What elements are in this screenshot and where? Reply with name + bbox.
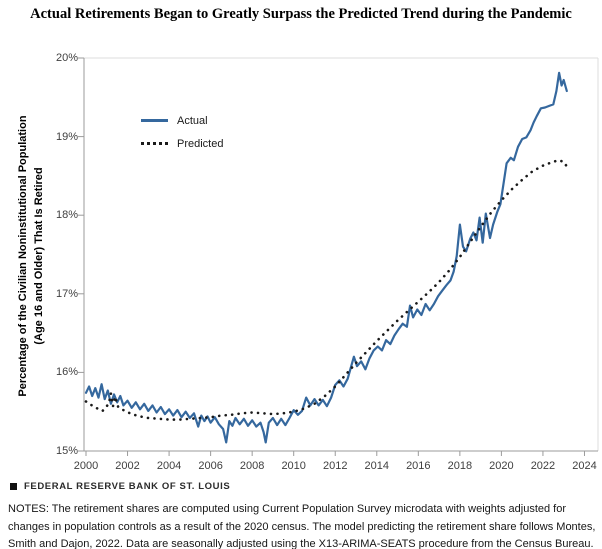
x-tick-label: 2000 — [73, 460, 99, 472]
y-tick-label: 17% — [55, 287, 78, 300]
x-tick-label: 2016 — [406, 460, 431, 472]
x-tick-label: 2014 — [364, 460, 389, 472]
predicted-line-swatch-icon — [141, 142, 168, 145]
series-predicted — [84, 158, 569, 421]
x-tick-label: 2006 — [198, 460, 223, 472]
x-tick-label: 2024 — [572, 460, 597, 472]
y-tick-label: 19% — [55, 130, 78, 143]
y-tick-label: 15% — [55, 445, 78, 457]
legend: Actual Predicted — [141, 113, 223, 159]
legend-label-actual: Actual — [177, 114, 208, 127]
y-axis-title: Percentage of the Civilian Noninstitutio… — [17, 115, 45, 397]
x-tick-label: 2020 — [489, 460, 514, 472]
y-tick-label: 18% — [55, 209, 78, 222]
series-actual — [84, 71, 568, 444]
chart-notes: NOTES: The retirement shares are compute… — [8, 503, 596, 549]
legend-item-predicted: Predicted — [141, 136, 223, 151]
actual-line-swatch-icon — [141, 119, 168, 122]
x-tick-label: 2002 — [115, 460, 140, 472]
x-tick-label: 2018 — [447, 460, 473, 472]
x-tick-label: 2004 — [156, 460, 182, 472]
legend-item-actual: Actual — [141, 113, 223, 128]
brand-name: FEDERAL RESERVE BANK OF ST. LOUIS — [24, 481, 231, 492]
y-tick-label: 20% — [55, 52, 78, 64]
x-tick-label: 2008 — [239, 460, 265, 472]
brand-square-icon — [10, 483, 17, 490]
source-attribution: FEDERAL RESERVE BANK OF ST. LOUIS — [10, 481, 230, 492]
y-tick-label: 16% — [55, 366, 78, 379]
legend-label-predicted: Predicted — [177, 137, 224, 150]
x-tick-label: 2022 — [530, 460, 556, 472]
chart-title: Actual Retirements Began to Greatly Surp… — [30, 6, 572, 22]
x-tick-label: 2012 — [322, 460, 348, 472]
x-tick-label: 2010 — [281, 460, 306, 472]
